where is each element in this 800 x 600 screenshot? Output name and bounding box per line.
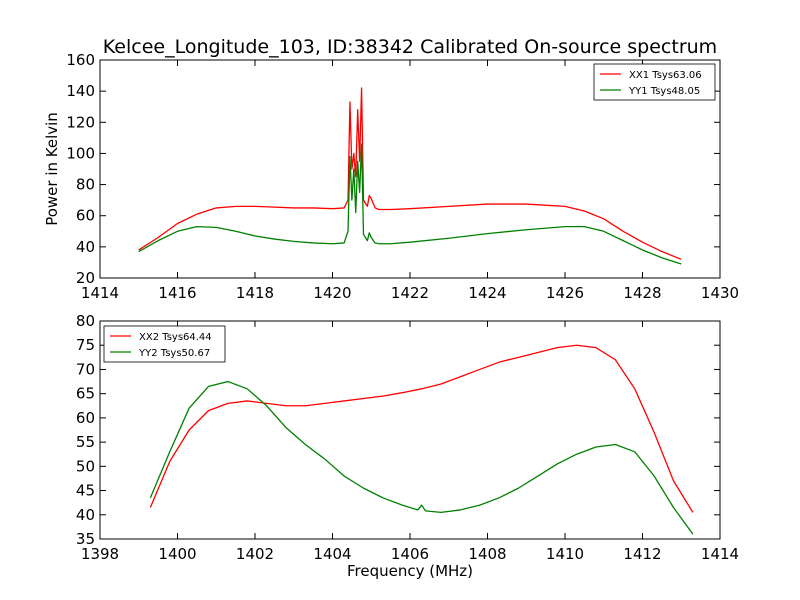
y-tick-label: 65 — [76, 385, 95, 403]
y-tick-label: 60 — [76, 409, 95, 427]
plot-area-top — [138, 87, 682, 265]
x-tick-label: 1406 — [391, 545, 429, 563]
plot-area-bottom — [149, 344, 694, 535]
series-line-xx2 — [149, 344, 694, 513]
chart-title: Kelcee_Longitude_103, ID:38342 Calibrate… — [103, 36, 717, 58]
legend-label-yy1: YY1 Tsys48.05 — [628, 86, 700, 97]
x-tick-label: 1404 — [313, 545, 351, 563]
y-tick-label: 140 — [66, 82, 95, 100]
x-tick-label: 1426 — [546, 284, 584, 302]
y-tick-label: 75 — [76, 336, 95, 354]
series-line-yy2 — [149, 380, 694, 535]
y-tick-label: 120 — [66, 113, 95, 131]
x-tick-label: 1408 — [468, 545, 506, 563]
x-tick-label: 1412 — [623, 545, 661, 563]
y-tick-label: 50 — [76, 457, 95, 475]
ticks-top: 1414 1416 1418 1420 1422 1424 1426 1428 1430 20 40… — [66, 51, 739, 302]
y-axis-label: Power in Kelvin — [43, 112, 61, 226]
x-tick-label: 1428 — [623, 284, 661, 302]
x-tick-label: 1430 — [701, 284, 739, 302]
y-tick-label: 70 — [76, 360, 95, 378]
y-tick-label: 80 — [76, 176, 95, 194]
y-tick-label: 80 — [76, 312, 95, 330]
chart-top: Kelcee_Longitude_103, ID:38342 Calibrate… — [43, 36, 739, 302]
x-tick-label: 1420 — [313, 284, 351, 302]
x-tick-label: 1414 — [701, 545, 739, 563]
y-tick-label: 100 — [66, 144, 95, 162]
y-tick-label: 160 — [66, 51, 95, 69]
x-tick-label: 1402 — [236, 545, 274, 563]
x-axis-label: Frequency (MHz) — [347, 562, 473, 580]
series-line-yy1 — [138, 143, 682, 265]
series-line-xx1 — [138, 87, 682, 260]
y-tick-label: 55 — [76, 433, 95, 451]
x-tick-label: 1416 — [158, 284, 196, 302]
legend-top: XX1 Tsys63.06 YY1 Tsys48.05 — [593, 63, 716, 101]
x-tick-label: 1422 — [391, 284, 429, 302]
legend-box — [103, 325, 226, 363]
y-tick-label: 40 — [76, 506, 95, 524]
y-tick-label: 60 — [76, 207, 95, 225]
y-tick-label: 35 — [76, 530, 95, 548]
legend-bottom: XX2 Tsys64.44 YY2 Tsys50.67 — [103, 325, 226, 363]
legend-label-xx1: XX1 Tsys63.06 — [629, 70, 702, 81]
ticks-bottom: 1398 1400 1402 1404 1406 1408 1410 1412 1414 35 40… — [76, 312, 739, 563]
x-tick-label: 1400 — [158, 545, 196, 563]
x-tick-label: 1418 — [236, 284, 274, 302]
legend-label-xx2: XX2 Tsys64.44 — [139, 332, 212, 343]
y-tick-label: 40 — [76, 238, 95, 256]
y-tick-label: 45 — [76, 482, 95, 500]
legend-label-yy2: YY2 Tsys50.67 — [138, 348, 210, 359]
x-tick-label: 1424 — [468, 284, 506, 302]
x-tick-label: 1398 — [81, 545, 119, 563]
x-tick-label: 1410 — [546, 545, 584, 563]
legend-box — [593, 63, 716, 101]
chart-bottom: 1398 1400 1402 1404 1406 1408 1410 1412 1414 35 40… — [76, 312, 739, 580]
y-tick-label: 20 — [76, 269, 95, 287]
x-tick-label: 1414 — [81, 284, 119, 302]
